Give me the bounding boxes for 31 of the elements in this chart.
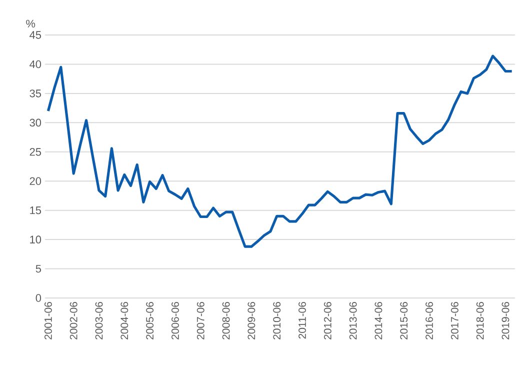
y-tick-label: 25: [30, 148, 42, 156]
y-tick-label: 35: [30, 90, 42, 98]
x-tick-label: 2003-06: [95, 302, 103, 340]
x-tick-label: 2017-06: [450, 302, 458, 340]
x-tick-label: 2002-06: [70, 302, 78, 340]
x-tick-label: 2012-06: [324, 302, 332, 340]
x-tick-label: 2019-06: [502, 302, 510, 340]
x-tick-label: 2011-06: [298, 302, 306, 339]
x-tick-label: 2013-06: [349, 302, 357, 340]
x-tick-label: 2009-06: [248, 302, 256, 340]
line-series: [46, 54, 514, 248]
y-tick-label: 20: [30, 177, 42, 185]
x-tick-label: 2014-06: [374, 302, 382, 340]
x-tick-label: 2008-06: [222, 302, 230, 340]
x-tick-label: 2010-06: [273, 302, 281, 340]
y-axis-title: %: [26, 20, 36, 28]
y-tick-label: 10: [30, 236, 42, 244]
x-tick-label: 2004-06: [120, 302, 128, 340]
y-tick-label: 5: [36, 264, 42, 273]
x-tick-label: 2016-06: [426, 302, 433, 340]
y-tick-label: 45: [30, 31, 42, 39]
y-tick-label: 30: [30, 118, 42, 127]
x-tick-label: 2006-06: [172, 302, 179, 340]
x-tick-label: 2015-06: [400, 302, 408, 340]
x-tick-label: 2018-06: [476, 302, 484, 340]
y-tick-label: 15: [30, 206, 42, 214]
y-tick-label: 0: [36, 294, 42, 302]
y-tick-label: 40: [30, 60, 42, 68]
x-tick-label: 2001-06: [44, 302, 52, 340]
x-tick-label: 2005-06: [146, 302, 154, 340]
x-tick-label: 2007-06: [196, 302, 204, 340]
